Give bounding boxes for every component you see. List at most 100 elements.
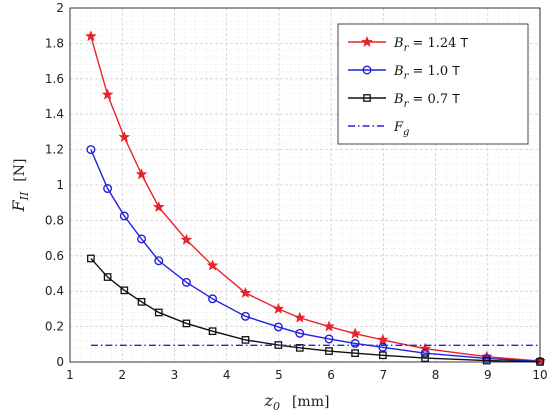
legend-symbol: B: [393, 92, 404, 107]
series-3: [87, 254, 544, 366]
data-point: [208, 327, 217, 336]
data-point: [295, 343, 304, 352]
x-tick-label: 2: [118, 368, 126, 382]
x-axis-label: z0 [mm]: [264, 391, 330, 413]
data-point: [87, 254, 95, 263]
data-point: [84, 30, 97, 42]
legend: Br = 1.24 TBr = 1.0 TBr = 0.7 TFg: [337, 23, 529, 145]
data-point: [295, 328, 305, 338]
data-point: [323, 320, 335, 332]
legend-value: = 1.24: [408, 36, 460, 51]
y-axis-symbol: F: [9, 200, 28, 213]
y-tick-label: 1.8: [45, 36, 64, 50]
y-tick-label: 0.2: [45, 320, 64, 334]
data-point: [293, 311, 306, 323]
legend-unit: T: [460, 36, 469, 50]
x-axis-subscript: 0: [273, 400, 280, 413]
data-point: [208, 294, 218, 304]
x-tick-label: 4: [223, 368, 231, 382]
data-point: [120, 286, 129, 295]
legend-entry: Br = 1.24 T: [393, 36, 469, 54]
data-point: [86, 145, 96, 155]
plot-frame: [69, 7, 541, 363]
x-tick-label: 9: [484, 368, 492, 382]
data-point: [419, 342, 432, 354]
x-tick-label: 5: [275, 368, 283, 382]
y-tick-label: 1.2: [45, 143, 64, 157]
data-point: [181, 277, 191, 287]
legend-subscript: r: [404, 71, 410, 82]
x-tick-label: 6: [327, 368, 335, 382]
data-point: [137, 234, 147, 244]
y-axis-label: FII [N]: [9, 159, 31, 213]
legend-marker: [363, 94, 371, 102]
data-point: [240, 311, 250, 321]
legend-symbol: F: [393, 120, 404, 135]
series-line: [90, 257, 541, 363]
data-point: [154, 256, 164, 266]
x-tick-label: 1: [66, 368, 74, 382]
series-1: [84, 30, 546, 367]
data-point: [324, 334, 334, 344]
data-point: [241, 336, 250, 344]
data-point: [482, 356, 491, 365]
legend-subscript: g: [403, 127, 409, 138]
y-tick-label: 0.8: [45, 213, 64, 227]
y-tick-label: 1.6: [45, 72, 64, 86]
data-point: [420, 348, 430, 358]
data-point: [536, 357, 544, 366]
data-point: [137, 297, 146, 306]
data-point: [135, 168, 148, 180]
x-tick-label: 10: [532, 368, 547, 382]
data-point: [119, 211, 129, 221]
data-point: [206, 259, 219, 271]
x-axis-unit: [mm]: [292, 394, 329, 410]
data-point: [101, 88, 114, 100]
series-line: [90, 149, 541, 363]
data-point: [103, 273, 112, 281]
legend-marker: [362, 65, 372, 75]
y-tick-label: 0: [56, 355, 64, 369]
data-point: [152, 200, 165, 213]
data-point: [180, 233, 193, 245]
x-tick-label: 3: [171, 368, 179, 382]
data-point: [350, 338, 360, 348]
y-axis-subscript: II: [18, 191, 31, 201]
data-point: [118, 130, 131, 143]
y-axis-unit: [N]: [12, 159, 28, 182]
data-point: [325, 347, 333, 355]
data-point: [378, 351, 387, 360]
legend-subscript: r: [404, 43, 410, 54]
data-point: [272, 302, 285, 314]
data-point: [376, 333, 389, 345]
legend-entry: Fg: [393, 120, 409, 138]
tick-labels: 1 2 3 4 5 6 7 8 9 10 0 0.2 0.4 0.6 0.8 1 1.2 1.4 1.6 1.8 2: [45, 1, 548, 382]
legend-value: = 0.7: [408, 92, 452, 107]
x-tick-label: 7: [380, 368, 388, 382]
legend-unit: T: [451, 92, 460, 106]
legend-symbol: B: [393, 36, 404, 51]
data-point: [103, 184, 113, 194]
legend-marker: [361, 35, 373, 48]
legend-subscript: r: [404, 99, 410, 110]
data-point: [349, 327, 362, 339]
data-point: [273, 322, 283, 332]
legend-value: = 1.0: [408, 64, 452, 79]
y-tick-label: 1: [56, 178, 64, 192]
x-axis-symbol: z: [264, 391, 274, 410]
y-tick-label: 1.4: [45, 107, 64, 121]
data-point: [239, 286, 252, 298]
x-tick-label: 8: [432, 368, 440, 382]
data-point: [378, 342, 388, 352]
legend-unit: T: [451, 64, 460, 78]
data-point: [182, 319, 191, 328]
data-point: [154, 308, 163, 317]
series-layer: [84, 30, 546, 367]
y-tick-label: 0.4: [45, 284, 64, 298]
series-line: [90, 36, 541, 362]
y-tick-label: 2: [56, 1, 64, 15]
data-point: [351, 349, 359, 358]
legend-entry: Br = 1.0 T: [393, 64, 460, 82]
data-point: [421, 354, 429, 362]
